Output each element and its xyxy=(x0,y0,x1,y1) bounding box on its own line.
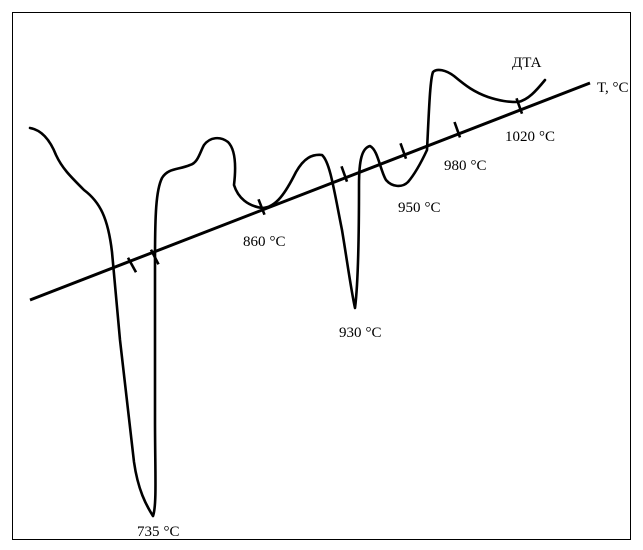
temperature-axis xyxy=(29,81,591,302)
axis-label: T, °C xyxy=(597,80,629,96)
tick-mark xyxy=(515,97,524,115)
annotation-label: 1020 °C xyxy=(505,129,555,145)
annotation-label: 735 °C xyxy=(137,524,180,540)
dta-curve xyxy=(28,68,547,518)
tick-mark xyxy=(257,198,266,216)
tick-mark xyxy=(399,142,408,160)
annotation-label: 950 °C xyxy=(398,200,441,216)
curve-label: ДТА xyxy=(512,55,542,71)
tick-mark xyxy=(453,121,462,138)
chart-frame xyxy=(12,12,631,540)
tick-mark xyxy=(340,165,349,183)
tick-mark xyxy=(149,249,160,265)
annotation-label: 930 °C xyxy=(339,325,382,341)
annotation-label: 860 °C xyxy=(243,234,286,250)
annotation-label: 980 °C xyxy=(444,158,487,174)
tick-mark xyxy=(126,257,138,273)
